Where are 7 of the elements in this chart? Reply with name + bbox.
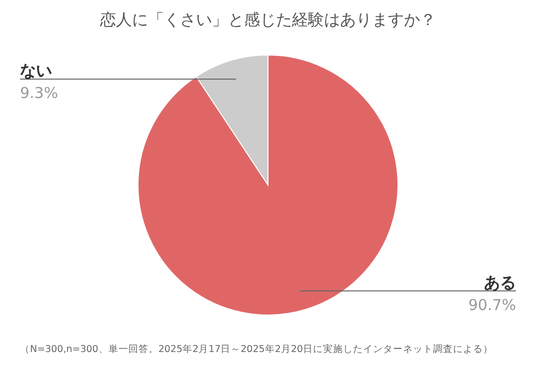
pie-slice xyxy=(138,54,398,316)
data-label: 9.3% xyxy=(20,84,58,102)
slice-label: ある xyxy=(484,272,516,292)
data-label: 90.7% xyxy=(468,296,516,314)
slice-label: ない xyxy=(20,61,52,80)
chart-title: 恋人に「くさい」と感じた経験はありますか？ xyxy=(99,10,436,29)
text: （N=300,n=300、単一回答。2025年2月17日～2025年2月20日に実施したインターネット調査による） xyxy=(20,343,493,355)
